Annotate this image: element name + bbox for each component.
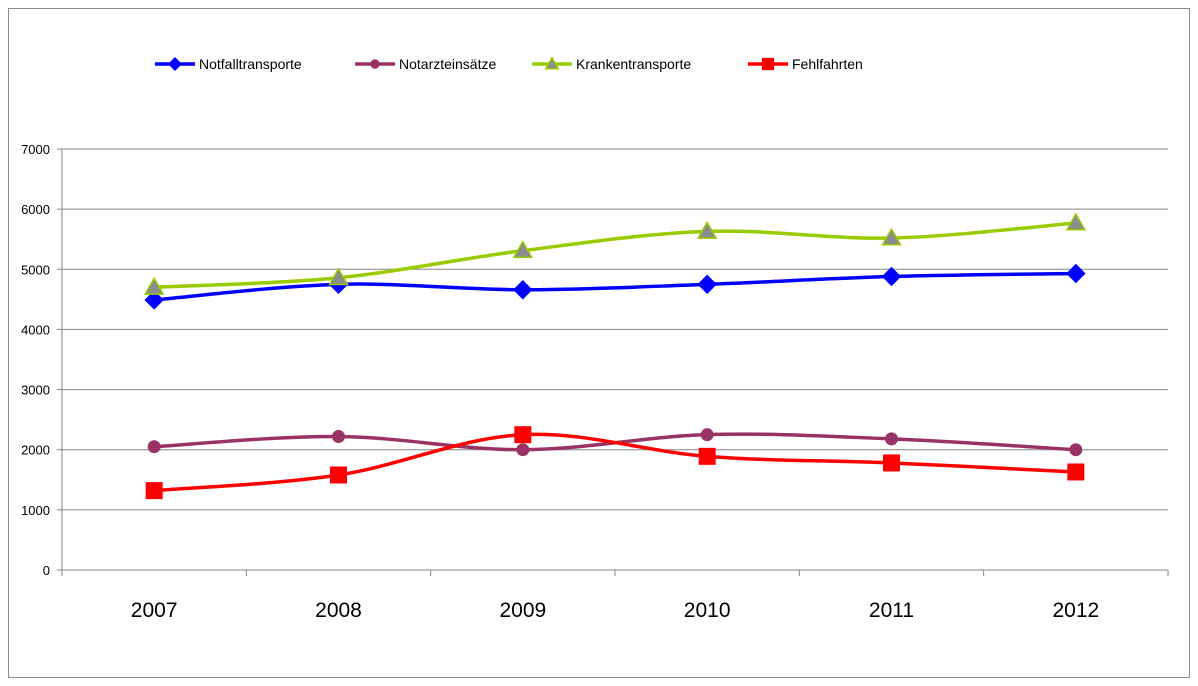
data-point (514, 426, 532, 444)
ytick-label: 6000 (21, 202, 50, 217)
ytick-label: 3000 (21, 383, 50, 398)
data-point (1066, 263, 1086, 284)
legend-marker (544, 56, 560, 70)
ytick-label: 2000 (21, 443, 50, 458)
xtick-label: 2008 (315, 599, 362, 622)
data-point (147, 440, 161, 454)
legend-item-0: Notfalltransporte (155, 56, 302, 72)
data-point (696, 220, 718, 239)
series-line (154, 221, 1076, 290)
series-2 (143, 212, 1087, 295)
data-point (516, 443, 530, 457)
xtick-label: 2010 (684, 599, 731, 622)
data-point (1067, 463, 1085, 481)
xtick-label: 2012 (1052, 599, 1099, 622)
ytick-label: 1000 (21, 503, 50, 518)
series-3 (145, 426, 1085, 500)
series-line (154, 432, 1076, 493)
data-point (332, 429, 345, 443)
data-point (328, 267, 349, 286)
ytick-label: 4000 (21, 322, 50, 337)
data-point (881, 227, 902, 246)
legend-label: Krankentransporte (576, 56, 691, 72)
data-point (513, 280, 533, 300)
series-0 (144, 263, 1086, 310)
ytick-label: 0 (43, 563, 50, 578)
data-point (698, 447, 716, 465)
data-point (881, 266, 902, 287)
legend-marker (761, 57, 775, 71)
data-point (700, 428, 714, 442)
data-point (330, 466, 347, 484)
data-point (885, 432, 898, 446)
data-point (144, 290, 164, 310)
data-point (143, 276, 165, 295)
ytick-label: 5000 (21, 262, 50, 277)
legend-marker (167, 56, 183, 72)
xtick-label: 2007 (131, 599, 178, 622)
data-point (512, 240, 534, 259)
data-point (883, 454, 900, 472)
gridlines (62, 148, 1168, 511)
legend-item-3: Fehlfahrten (748, 56, 863, 72)
chart-area (8, 8, 1190, 678)
xtick-label: 2011 (869, 599, 914, 622)
data-point (1065, 212, 1087, 231)
ytick-label: 7000 (21, 142, 50, 157)
axes: 0 1000 2000 3000 4000 5000 6000 7000 2007 2008 200… (21, 142, 1169, 622)
legend-label: Notfalltransporte (199, 56, 302, 72)
legend-item-1: Notarzteinsätze (355, 56, 496, 72)
legend-item-2: Krankentransporte (532, 56, 691, 72)
series-line (154, 271, 1076, 302)
legend: Notfalltransporte Notarzteinsätze Krankent… (155, 56, 863, 72)
data-point (145, 482, 163, 500)
series-plot (143, 212, 1087, 500)
legend-marker (370, 59, 380, 69)
data-point (1069, 443, 1083, 457)
data-point (697, 274, 717, 295)
xtick-label: 2009 (499, 599, 546, 622)
legend-label: Notarzteinsätze (399, 56, 496, 72)
legend-label: Fehlfahrten (792, 56, 863, 72)
